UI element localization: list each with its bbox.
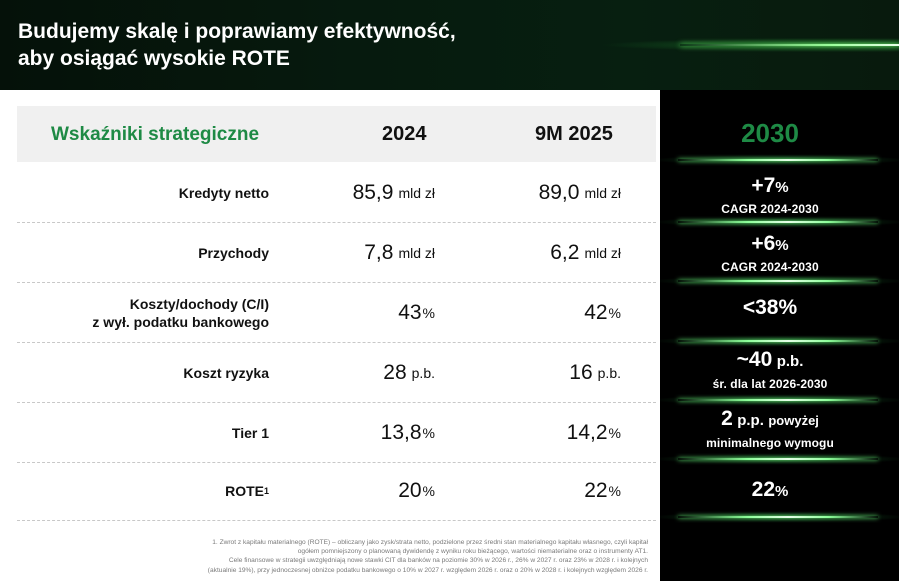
row-label: Kredyty netto (178, 185, 269, 201)
table-row-koszt-ryzyka: Koszt ryzyka 28 p.b. 16 p.b. (17, 344, 656, 402)
column-header-2030: 2030 (741, 118, 799, 148)
footnote-marker: 1 (263, 486, 269, 496)
value-2024: 13,8% (380, 421, 435, 444)
glow-divider (660, 454, 899, 464)
target-kredyty: +7% CAGR 2024-2030 (721, 174, 819, 216)
table-row-koszty-dochody: Koszty/dochody (C/I) z wył. podatku bank… (17, 284, 656, 342)
footnote-line: Cele finansowe w strategii uwzględniają … (228, 557, 648, 565)
footnote-line: (aktualnie 19%), przy jednoczesnej obniż… (207, 566, 648, 574)
footnotes: 1. Zwrot z kapitału materialnego (ROTE) … (100, 538, 648, 575)
page-title: Budujemy skalę i poprawiamy efektywność,… (18, 20, 456, 70)
row-divider (17, 282, 656, 283)
table-row-tier1: Tier 1 13,8% 14,2% (17, 404, 656, 462)
target-koszt-ryzyka: ~40 p.b. śr. dla lat 2026-2030 (712, 348, 828, 391)
value-9m-2025: 16 p.b. (569, 361, 621, 384)
glow-divider (660, 512, 899, 522)
row-divider (17, 222, 656, 223)
table-header: Wskaźniki strategiczne 2024 9M 2025 (17, 106, 656, 162)
table-row-rote: ROTE 1 20% 22% (17, 462, 656, 520)
value-2024: 28 p.b. (383, 361, 435, 384)
row-divider (17, 402, 656, 403)
table-row-przychody: Przychody 7,8 mld zł 6,2 mld zł (17, 224, 656, 282)
row-label: Przychody (198, 245, 269, 261)
target-tier1: 2 p.p. powyżej minimalnego wymogu (706, 407, 834, 450)
value-9m-2025: 22% (584, 479, 621, 502)
row-divider (17, 520, 656, 521)
table-row-kredyty: Kredyty netto 85,9 mld zł 89,0 mld zł (17, 164, 656, 222)
column-header-2024: 2024 (382, 123, 427, 145)
header-band: Budujemy skalę i poprawiamy efektywność,… (0, 0, 899, 90)
value-9m-2025: 42% (584, 301, 621, 324)
row-label: Tier 1 (231, 425, 269, 441)
glow-divider (660, 217, 899, 227)
value-2024: 7,8 mld zł (364, 241, 435, 264)
footnote-line: 1. Zwrot z kapitału materialnego (ROTE) … (212, 539, 648, 546)
value-2024: 20% (398, 479, 435, 502)
value-9m-2025: 14,2% (566, 421, 621, 444)
row-label: ROTE 1 (225, 483, 269, 499)
value-9m-2025: 89,0 mld zł (538, 181, 621, 204)
row-label: Koszty/dochody (C/I) z wył. podatku bank… (92, 296, 269, 330)
value-2024: 43% (398, 301, 435, 324)
target-przychody: +6% CAGR 2024-2030 (721, 232, 819, 274)
target-2030-panel: 2030 +7% CAGR 2024-2030 +6% CAGR 2024-20… (660, 90, 899, 581)
header-glow-line (680, 44, 899, 46)
row-divider (17, 342, 656, 343)
value-9m-2025: 6,2 mld zł (550, 241, 621, 264)
row-divider (17, 462, 656, 463)
value-2024: 85,9 mld zł (352, 181, 435, 204)
glow-divider (660, 395, 899, 405)
table-header-label: Wskaźniki strategiczne (51, 124, 260, 145)
glow-divider (660, 336, 899, 346)
row-label: Koszt ryzyka (183, 365, 269, 381)
target-rote: 22% (751, 478, 789, 501)
footnote-line: ogółem pomniejszony o planowaną dywidend… (297, 548, 648, 556)
glow-divider (660, 276, 899, 286)
target-koszty-dochody: <38% (742, 296, 798, 319)
glow-divider (660, 155, 899, 165)
column-header-9m-2025: 9M 2025 (535, 123, 613, 145)
